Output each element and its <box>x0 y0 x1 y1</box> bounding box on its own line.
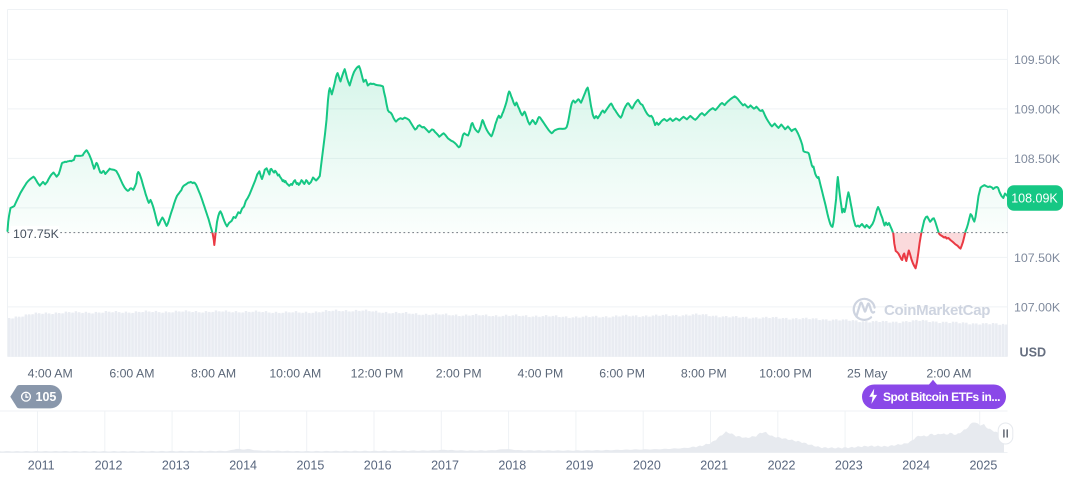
svg-text:2:00 AM: 2:00 AM <box>926 366 971 380</box>
svg-text:108.09K: 108.09K <box>1011 192 1058 206</box>
svg-text:107.00K: 107.00K <box>1014 300 1061 314</box>
svg-text:2015: 2015 <box>296 458 324 472</box>
svg-text:12:00 PM: 12:00 PM <box>351 366 404 380</box>
svg-text:2020: 2020 <box>633 458 661 472</box>
svg-text:8:00 PM: 8:00 PM <box>681 366 727 380</box>
svg-text:4:00 AM: 4:00 AM <box>28 366 73 380</box>
svg-text:CoinMarketCap: CoinMarketCap <box>884 302 990 319</box>
svg-text:107.75K: 107.75K <box>13 227 60 241</box>
svg-text:109.00K: 109.00K <box>1014 102 1061 116</box>
svg-text:6:00 AM: 6:00 AM <box>109 366 154 380</box>
svg-text:2022: 2022 <box>768 458 796 472</box>
svg-text:USD: USD <box>1020 346 1047 360</box>
svg-text:2011: 2011 <box>28 458 55 472</box>
svg-text:2:00 PM: 2:00 PM <box>436 366 482 380</box>
svg-text:25 May: 25 May <box>847 366 888 380</box>
svg-text:4:00 PM: 4:00 PM <box>518 366 564 380</box>
svg-text:105: 105 <box>36 390 57 404</box>
svg-text:2012: 2012 <box>95 458 123 472</box>
svg-text:108.50K: 108.50K <box>1014 152 1061 166</box>
svg-text:109.50K: 109.50K <box>1014 53 1061 67</box>
svg-text:107.50K: 107.50K <box>1014 251 1061 265</box>
svg-text:10:00 AM: 10:00 AM <box>269 366 321 380</box>
svg-text:2013: 2013 <box>162 458 190 472</box>
svg-text:10:00 PM: 10:00 PM <box>759 366 812 380</box>
svg-text:6:00 PM: 6:00 PM <box>599 366 645 380</box>
svg-text:2023: 2023 <box>835 458 863 472</box>
svg-text:2014: 2014 <box>229 458 257 472</box>
svg-text:8:00 AM: 8:00 AM <box>191 366 236 380</box>
svg-text:2018: 2018 <box>498 458 526 472</box>
svg-text:Spot Bitcoin ETFs in...: Spot Bitcoin ETFs in... <box>883 390 1000 404</box>
svg-text:2016: 2016 <box>364 458 392 472</box>
svg-text:2017: 2017 <box>431 458 459 472</box>
svg-text:2021: 2021 <box>700 458 728 472</box>
svg-text:2025: 2025 <box>969 458 997 472</box>
svg-text:2019: 2019 <box>566 458 594 472</box>
svg-text:2024: 2024 <box>902 458 930 472</box>
